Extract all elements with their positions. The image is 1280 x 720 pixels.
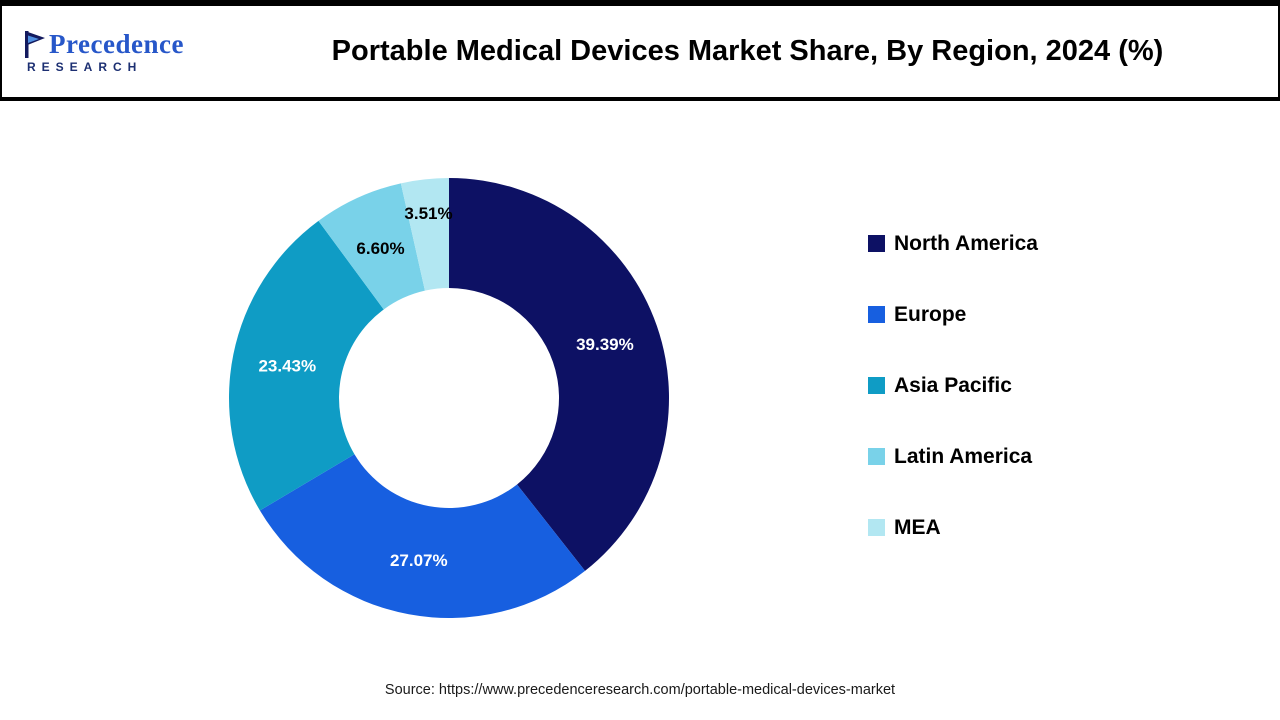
title-area: Portable Medical Devices Market Share, B… (217, 35, 1278, 68)
legend-item-asia-pacific: Asia Pacific (868, 375, 1038, 396)
donut-chart: 39.39% 27.07% 23.43% 6.60%3.51% (229, 178, 670, 619)
slice-value-label-asia-pacific: 23.43% (258, 356, 316, 375)
donut-slice-latin-america (318, 183, 425, 310)
legend-swatch-asia-pacific (868, 377, 885, 394)
legend-swatch-europe (868, 306, 885, 323)
chart-legend: North America Europe Asia Pacific Latin Ame… (868, 233, 1038, 538)
legend-label-latin-america: Latin America (894, 445, 1033, 468)
legend-label-north-america: North America (894, 232, 1038, 255)
source-citation: Source: https://www.precedenceresearch.c… (384, 682, 896, 698)
header-bar: Precedence RESEARCH Portable Medical Dev… (0, 0, 1280, 101)
logo-text: Precedence (49, 28, 184, 59)
legend-swatch-latin-america (868, 448, 885, 465)
donut-slice-north-america (449, 178, 670, 571)
logo-row: Precedence (24, 30, 217, 58)
legend-swatch-north-america (868, 235, 885, 252)
page-title: Portable Medical Devices Market Share, B… (331, 34, 1164, 67)
slice-value-label-latin-america: 6.60% (356, 239, 404, 258)
donut-slice-mea (400, 178, 449, 291)
legend-item-latin-america: Latin America (868, 446, 1038, 467)
precedence-research-logo: Precedence RESEARCH (2, 30, 217, 73)
slice-value-label-north-america: 39.39% (576, 335, 634, 354)
legend-item-mea: MEA (868, 517, 1038, 538)
slice-value-label-mea: 3.51% (404, 204, 452, 223)
slice-value-label-europe: 27.07% (390, 551, 448, 570)
legend-label-europe: Europe (894, 303, 967, 326)
donut-slice-europe (259, 454, 586, 619)
donut-slice-asia-pacific (229, 220, 384, 511)
legend-swatch-mea (868, 519, 885, 536)
logo-subtext: RESEARCH (27, 60, 143, 74)
legend-label-asia-pacific: Asia Pacific (894, 374, 1012, 397)
legend-item-north-america: North America (868, 233, 1038, 254)
legend-label-mea: MEA (894, 516, 941, 539)
legend-item-europe: Europe (868, 304, 1038, 325)
logo-mark-icon (25, 31, 45, 58)
